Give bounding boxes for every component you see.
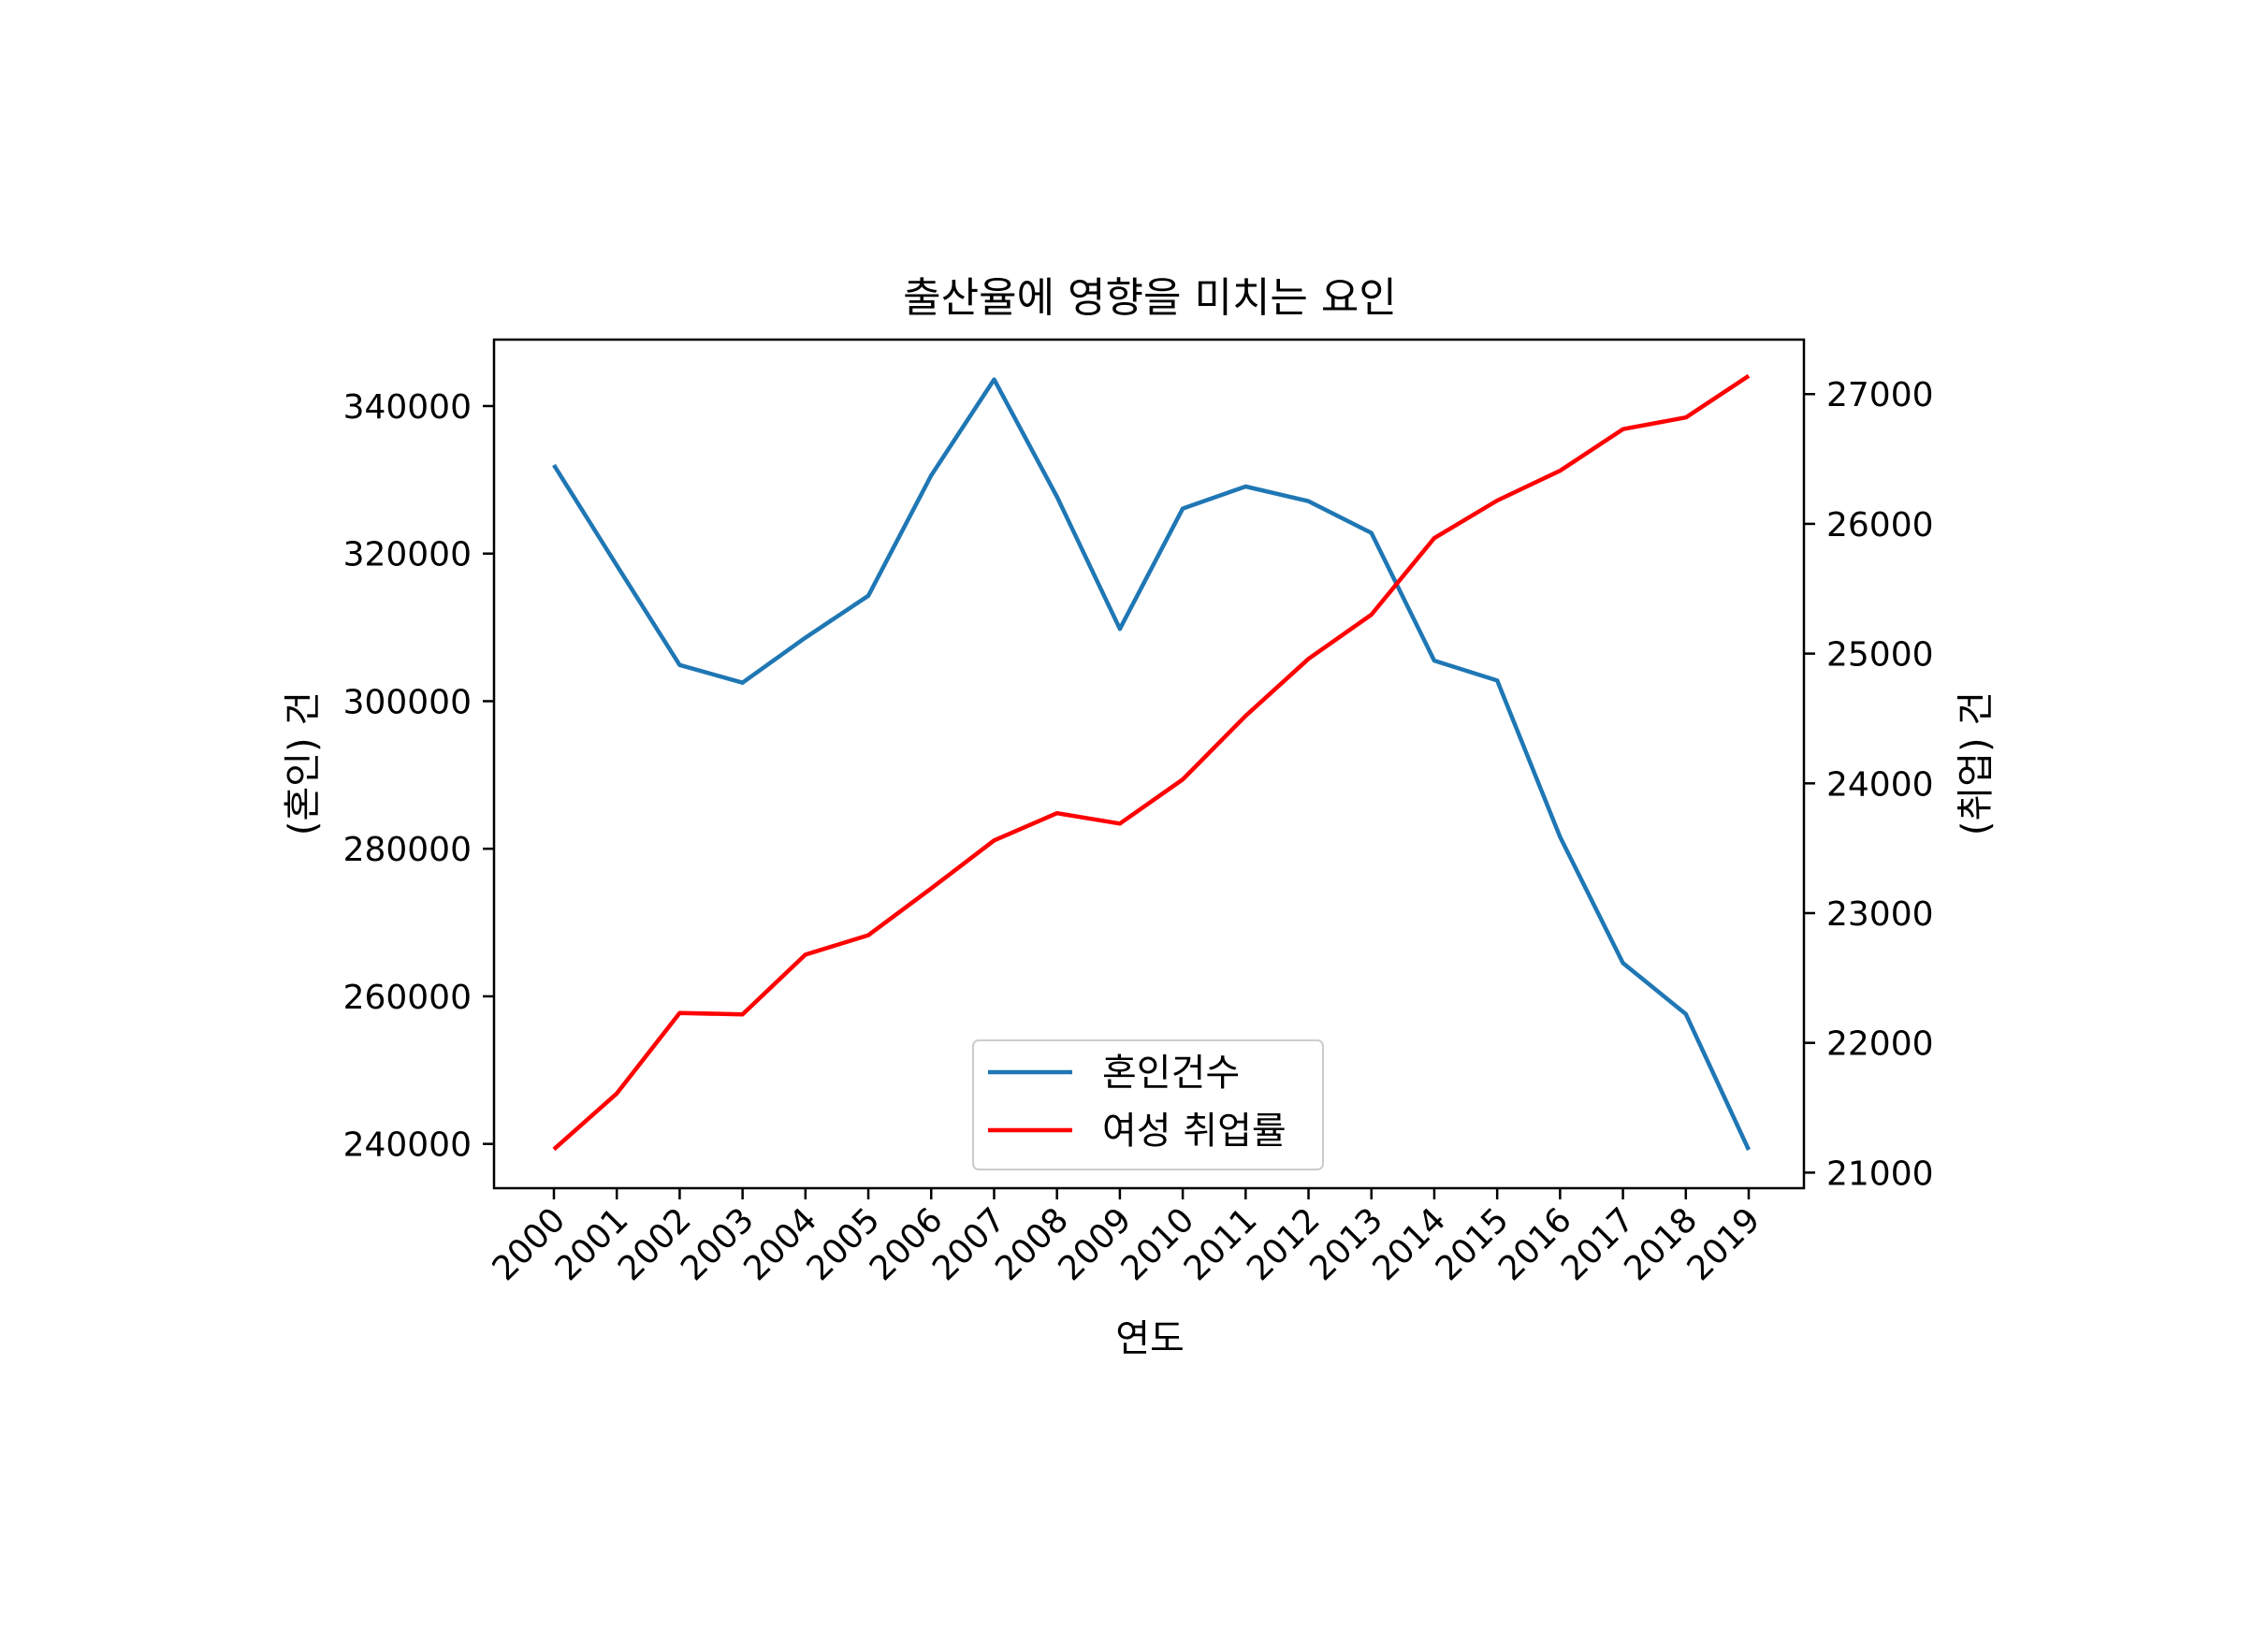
y-axis-label-left: (혼인) 건 [282,691,325,835]
right-tick-label: 25000 [1826,636,1934,675]
legend-label-marriages: 혼인건수 [1102,1052,1240,1095]
series-line-employment [552,373,1751,1152]
right-tick-label: 27000 [1826,376,1934,414]
left-axis-ticks: 240000 260000 280000 300000 320000 340000 [343,388,494,1165]
series-line-marriages [552,377,1752,1151]
right-tick-label: 21000 [1826,1155,1934,1193]
right-tick-label: 23000 [1826,895,1934,934]
left-tick-label: 340000 [343,388,472,427]
left-tick-label: 300000 [343,683,472,721]
left-tick-label: 280000 [343,831,472,869]
left-tick-label: 260000 [343,979,472,1017]
left-tick-label: 320000 [343,536,472,574]
right-tick-label: 26000 [1826,506,1934,545]
plot-frame [492,338,1806,1190]
legend-label-employment: 여성 취업률 [1102,1110,1287,1153]
chart-title: 출산율에 영향을 미치는 요인 [903,274,1397,322]
right-tick-label: 22000 [1826,1025,1934,1064]
y-axis-label-right: (취업) 건 [1955,691,1998,835]
right-axis-ticks: 21000 22000 23000 24000 25000 26000 27000 [1804,376,1934,1193]
series-layer [552,373,1752,1152]
right-tick-label: 24000 [1826,765,1934,804]
left-tick-label: 240000 [343,1126,472,1165]
legend: 혼인건수 여성 취업률 [972,1039,1324,1170]
x-axis-label: 연도 [1115,1317,1185,1360]
